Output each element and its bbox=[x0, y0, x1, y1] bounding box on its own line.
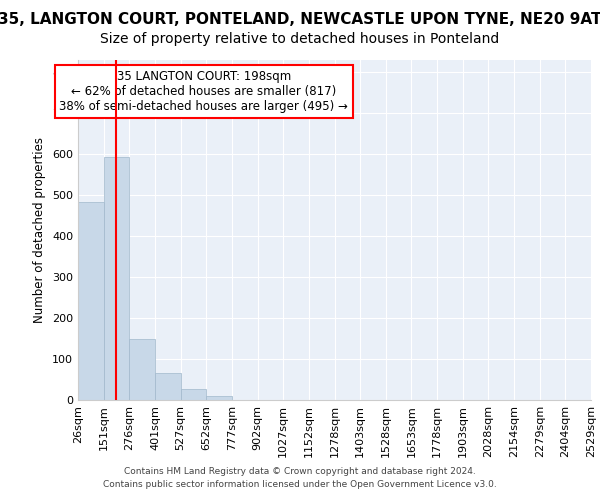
Text: 35 LANGTON COURT: 198sqm
← 62% of detached houses are smaller (817)
38% of semi-: 35 LANGTON COURT: 198sqm ← 62% of detach… bbox=[59, 70, 348, 113]
Bar bbox=[206, 396, 232, 400]
Y-axis label: Number of detached properties: Number of detached properties bbox=[34, 137, 46, 323]
Bar bbox=[130, 338, 155, 400]
Text: Size of property relative to detached houses in Ponteland: Size of property relative to detached ho… bbox=[100, 32, 500, 46]
Text: Contains public sector information licensed under the Open Government Licence v3: Contains public sector information licen… bbox=[103, 480, 497, 489]
Bar bbox=[78, 202, 104, 400]
Bar bbox=[104, 158, 130, 400]
Bar bbox=[181, 389, 206, 400]
Text: 35, LANGTON COURT, PONTELAND, NEWCASTLE UPON TYNE, NE20 9AT: 35, LANGTON COURT, PONTELAND, NEWCASTLE … bbox=[0, 12, 600, 28]
Text: Contains HM Land Registry data © Crown copyright and database right 2024.: Contains HM Land Registry data © Crown c… bbox=[124, 467, 476, 476]
Bar bbox=[155, 374, 181, 400]
